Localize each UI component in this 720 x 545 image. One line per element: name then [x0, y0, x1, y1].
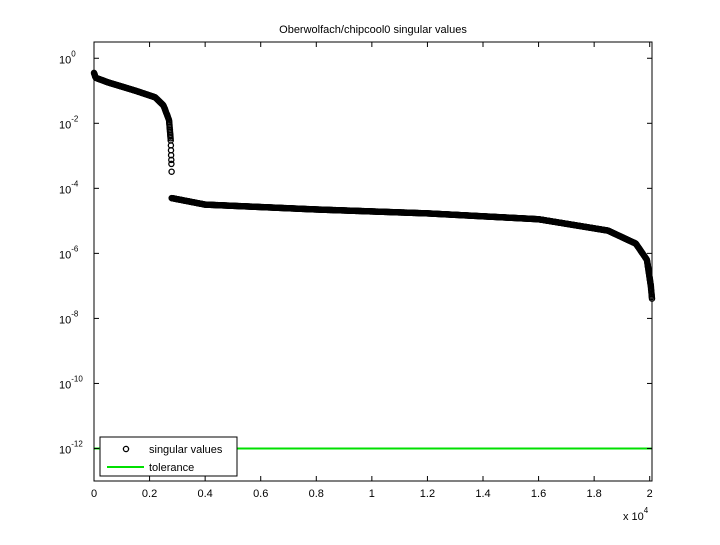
y-tick-label: 10-2 — [59, 114, 79, 131]
legend-marker-singular-values — [122, 445, 130, 453]
legend-label-tolerance: tolerance — [149, 462, 194, 474]
legend-label-singular-values: singular values — [149, 444, 223, 456]
x-tick-label: 0.4 — [197, 488, 212, 500]
legend-box — [99, 436, 238, 477]
singular-value-point — [168, 156, 175, 164]
x-tick-label: 0.6 — [253, 488, 268, 500]
x-tick-label: 1.4 — [475, 488, 490, 500]
x-tick-label: 2 — [647, 488, 653, 500]
data-markers — [90, 69, 656, 302]
y-tick-label: 10-10 — [59, 374, 83, 391]
x-tick-label: 0 — [91, 488, 97, 500]
x-tick-label: 0.8 — [309, 488, 324, 500]
x-tick-label: 1 — [369, 488, 375, 500]
x-tick-label: 1.2 — [420, 488, 435, 500]
y-tick-label: 100 — [59, 49, 76, 66]
singular-value-point — [168, 160, 175, 168]
y-tick-label: 10-4 — [59, 179, 79, 196]
plot-area-frame — [93, 41, 653, 482]
singular-value-point — [168, 168, 175, 175]
chart-title: Oberwolfach/chipcool0 singular values — [279, 24, 467, 36]
x-axis: 0 0.2 0.4 0.6 0.8 1 1.2 1.4 1.6 1.8 2 — [91, 42, 653, 500]
y-tick-label: 10-8 — [59, 309, 79, 326]
y-axis: 100 10-2 10-4 10-6 10-8 10-10 10-12 — [59, 49, 652, 456]
x-tick-label: 1.6 — [531, 488, 546, 500]
x-multiplier: x 104 — [623, 506, 649, 523]
singular-value-point — [167, 135, 174, 142]
legend: singular values tolerance — [99, 436, 238, 477]
y-tick-label: 10-6 — [59, 244, 79, 261]
x-tick-label: 0.2 — [142, 488, 157, 500]
x-tick-label: 1.8 — [587, 488, 602, 500]
y-tick-label: 10-12 — [59, 439, 83, 456]
